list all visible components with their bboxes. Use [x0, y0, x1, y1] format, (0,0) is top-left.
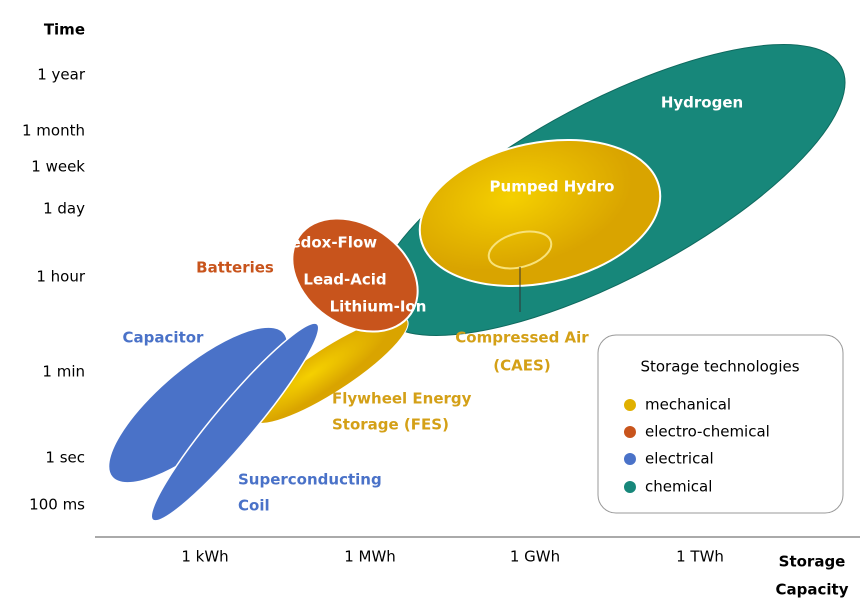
flywheel-label: Storage (FES): [332, 416, 449, 434]
caes-region: [487, 230, 553, 270]
x-label: 1 TWh: [676, 548, 724, 566]
lead-acid-label: Lead-Acid: [303, 271, 386, 289]
x-label: 1 MWh: [344, 548, 396, 566]
legend-title: Storage technologies: [640, 358, 799, 376]
caes-label: (CAES): [493, 357, 550, 375]
hydrogen-label: Hydrogen: [661, 94, 743, 112]
y-label: 1 min: [42, 363, 85, 381]
x-label: 1 GWh: [510, 548, 560, 566]
superconducting-label: Coil: [238, 497, 270, 515]
batteries-region: [291, 217, 419, 333]
superconducting-region: [150, 322, 320, 522]
y-title: Time: [44, 21, 85, 39]
legend-item: electro-chemical: [645, 423, 770, 441]
y-label: 1 sec: [45, 449, 85, 467]
x-title: Storage: [779, 553, 846, 571]
batteries-label: Batteries: [196, 259, 274, 277]
legend: Storage technologies mechanical electro-…: [597, 334, 844, 514]
redox-flow-label: Redox-Flow: [279, 234, 377, 252]
y-labels: 1 year 1 month 1 week 1 day 1 hour 1 min…: [22, 66, 86, 514]
x-labels: 1 kWh 1 MWh 1 GWh 1 TWh: [181, 548, 724, 566]
pumped-hydro-region: [418, 138, 662, 288]
x-title: Capacity: [776, 581, 849, 599]
capacitor-label: Capacitor: [123, 329, 204, 347]
pumped-hydro-label: Pumped Hydro: [490, 178, 615, 196]
y-label: 1 hour: [36, 268, 86, 286]
legend-swatch: [624, 426, 636, 438]
legend-swatch: [624, 399, 636, 411]
y-label: 1 month: [22, 122, 85, 140]
y-label: 1 day: [43, 200, 85, 218]
caes-label: Compressed Air: [455, 329, 589, 347]
legend-item: mechanical: [645, 396, 731, 414]
flywheel-label: Flywheel Energy: [332, 390, 472, 408]
superconducting-label: Superconducting: [238, 471, 382, 489]
lithium-ion-label: Lithium-Ion: [330, 298, 427, 316]
legend-item: electrical: [645, 450, 714, 468]
x-label: 1 kWh: [181, 548, 228, 566]
y-label: 1 week: [31, 158, 85, 176]
legend-item: chemical: [645, 478, 712, 496]
y-label: 100 ms: [29, 496, 85, 514]
legend-swatch: [624, 481, 636, 493]
legend-swatch: [624, 453, 636, 465]
legend-box: [597, 334, 844, 514]
y-label: 1 year: [37, 66, 86, 84]
